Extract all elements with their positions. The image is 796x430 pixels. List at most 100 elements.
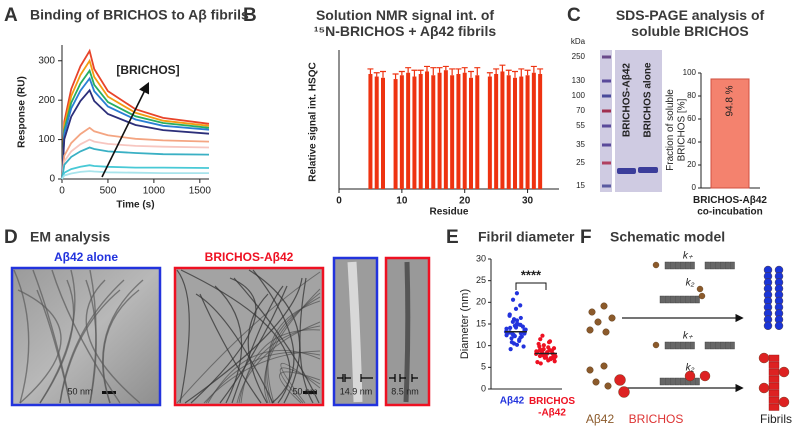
em-title: EM analysis [30, 229, 110, 245]
em-fibril [39, 269, 76, 404]
fibril-segment [694, 377, 700, 386]
bar [538, 74, 543, 189]
data-point [523, 327, 528, 332]
error-bar [417, 69, 424, 75]
em-fibril [203, 350, 321, 404]
em-fibril [184, 277, 303, 404]
red-fibril [768, 382, 780, 390]
em-fibril [252, 269, 295, 404]
fibril-segment [729, 341, 735, 350]
marker-band [602, 94, 611, 98]
marker-band [602, 161, 611, 165]
fibril-segment [674, 295, 680, 304]
fibril-segment [664, 377, 670, 386]
red-fibril [768, 368, 780, 376]
x-tick-label: 20 [459, 196, 471, 207]
gel-band [617, 168, 636, 174]
data-point [517, 338, 522, 343]
y-axis-label: Fraction of solubleBRICHOS [%] [665, 89, 688, 171]
fibril-segment [704, 261, 710, 270]
bar [418, 74, 423, 189]
marker-band [602, 124, 611, 128]
lane-label: BRICHOS-Aβ42 [622, 63, 633, 137]
error-bar [512, 70, 518, 78]
error-bar [411, 69, 418, 77]
y-tick-label: 0 [692, 183, 697, 192]
fibril-segment [684, 341, 690, 350]
error-bar [373, 72, 380, 77]
data-point [538, 361, 543, 366]
y-tick-label: 30 [476, 253, 486, 263]
marker-band [602, 79, 611, 83]
em-fibril [267, 300, 321, 404]
fibril-segment [704, 341, 710, 350]
em-fibril [403, 261, 411, 403]
fibril-segment [674, 341, 680, 350]
error-bar [380, 70, 386, 78]
data-point [551, 356, 557, 361]
marker-label: 130 [572, 76, 586, 85]
fibril-segment [714, 341, 720, 350]
bar [399, 75, 404, 189]
error-bar [442, 65, 449, 71]
data-point [514, 342, 520, 347]
category-label: BRICHOS-Aβ42 co-incubation [693, 195, 767, 218]
monomer [699, 370, 711, 382]
bar [393, 79, 398, 189]
x-tick-label: 0 [336, 196, 342, 207]
em-label: Aβ42 alone [54, 250, 118, 264]
data-point [510, 297, 516, 302]
em-fibril [101, 279, 144, 404]
data-point [519, 334, 524, 339]
data-point [546, 358, 551, 363]
monomer [586, 366, 594, 374]
chart-title: Fibril diameter [478, 229, 575, 245]
data-point [549, 348, 555, 353]
marker-band [602, 109, 611, 113]
fibril-segment [714, 261, 720, 270]
em-fibril [59, 279, 125, 404]
error-bar [405, 67, 412, 73]
em-fibril [13, 269, 30, 404]
data-point [547, 339, 553, 344]
red-fibril [768, 389, 780, 397]
sensorgram-line [61, 126, 210, 180]
error-bar [468, 70, 474, 78]
monomer [594, 318, 602, 326]
em-fibril [89, 269, 97, 404]
panel-letter: B [243, 5, 257, 26]
monomer [774, 321, 784, 330]
monomer [758, 382, 770, 394]
data-point [504, 333, 509, 338]
data-point [541, 343, 546, 348]
y-tick-label: 0 [481, 383, 486, 393]
annotation: [BRICHOS] [116, 63, 179, 77]
fibril-segment [664, 341, 670, 350]
fibril-segment [679, 295, 685, 304]
bar [431, 75, 436, 189]
y-tick-label: 200 [38, 95, 55, 106]
bar [710, 78, 750, 189]
error-bar [449, 68, 456, 76]
fibril-segment [664, 261, 670, 270]
error-bar [486, 72, 493, 77]
monomer [618, 386, 630, 398]
fibril-segment [679, 341, 685, 350]
data-point [504, 326, 509, 331]
error-bar [518, 68, 525, 77]
y-tick-label: 60 [687, 114, 696, 123]
monomer [602, 328, 610, 336]
data-point [518, 315, 523, 321]
fibril-segment [719, 261, 725, 270]
legend-label: Aβ42 [586, 412, 615, 426]
monomer [778, 396, 790, 408]
error-bar [436, 67, 443, 73]
legend-label: Fibrils [760, 412, 792, 426]
monomer [652, 261, 660, 269]
fibril-segment [689, 341, 695, 350]
bar [513, 77, 517, 189]
bar [368, 74, 373, 189]
fibril-segment [674, 377, 680, 386]
error-bar [530, 65, 537, 73]
data-point [538, 337, 543, 342]
